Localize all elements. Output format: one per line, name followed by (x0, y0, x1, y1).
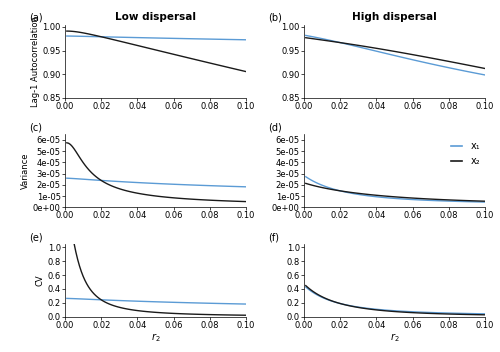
Text: (e): (e) (29, 232, 42, 242)
Legend: x₁, x₂: x₁, x₂ (447, 138, 484, 170)
Y-axis label: CV: CV (36, 275, 45, 286)
Text: (b): (b) (268, 13, 281, 23)
Text: (a): (a) (29, 13, 42, 23)
Text: (c): (c) (29, 122, 42, 133)
Text: (d): (d) (268, 122, 281, 133)
Y-axis label: Lag-1 Autocorrelation: Lag-1 Autocorrelation (30, 16, 40, 107)
Text: (f): (f) (268, 232, 279, 242)
X-axis label: $r_2$: $r_2$ (390, 331, 400, 344)
Y-axis label: Variance: Variance (21, 152, 30, 189)
Title: High dispersal: High dispersal (352, 12, 437, 23)
Title: Low dispersal: Low dispersal (115, 12, 196, 23)
X-axis label: $r_2$: $r_2$ (150, 331, 160, 344)
